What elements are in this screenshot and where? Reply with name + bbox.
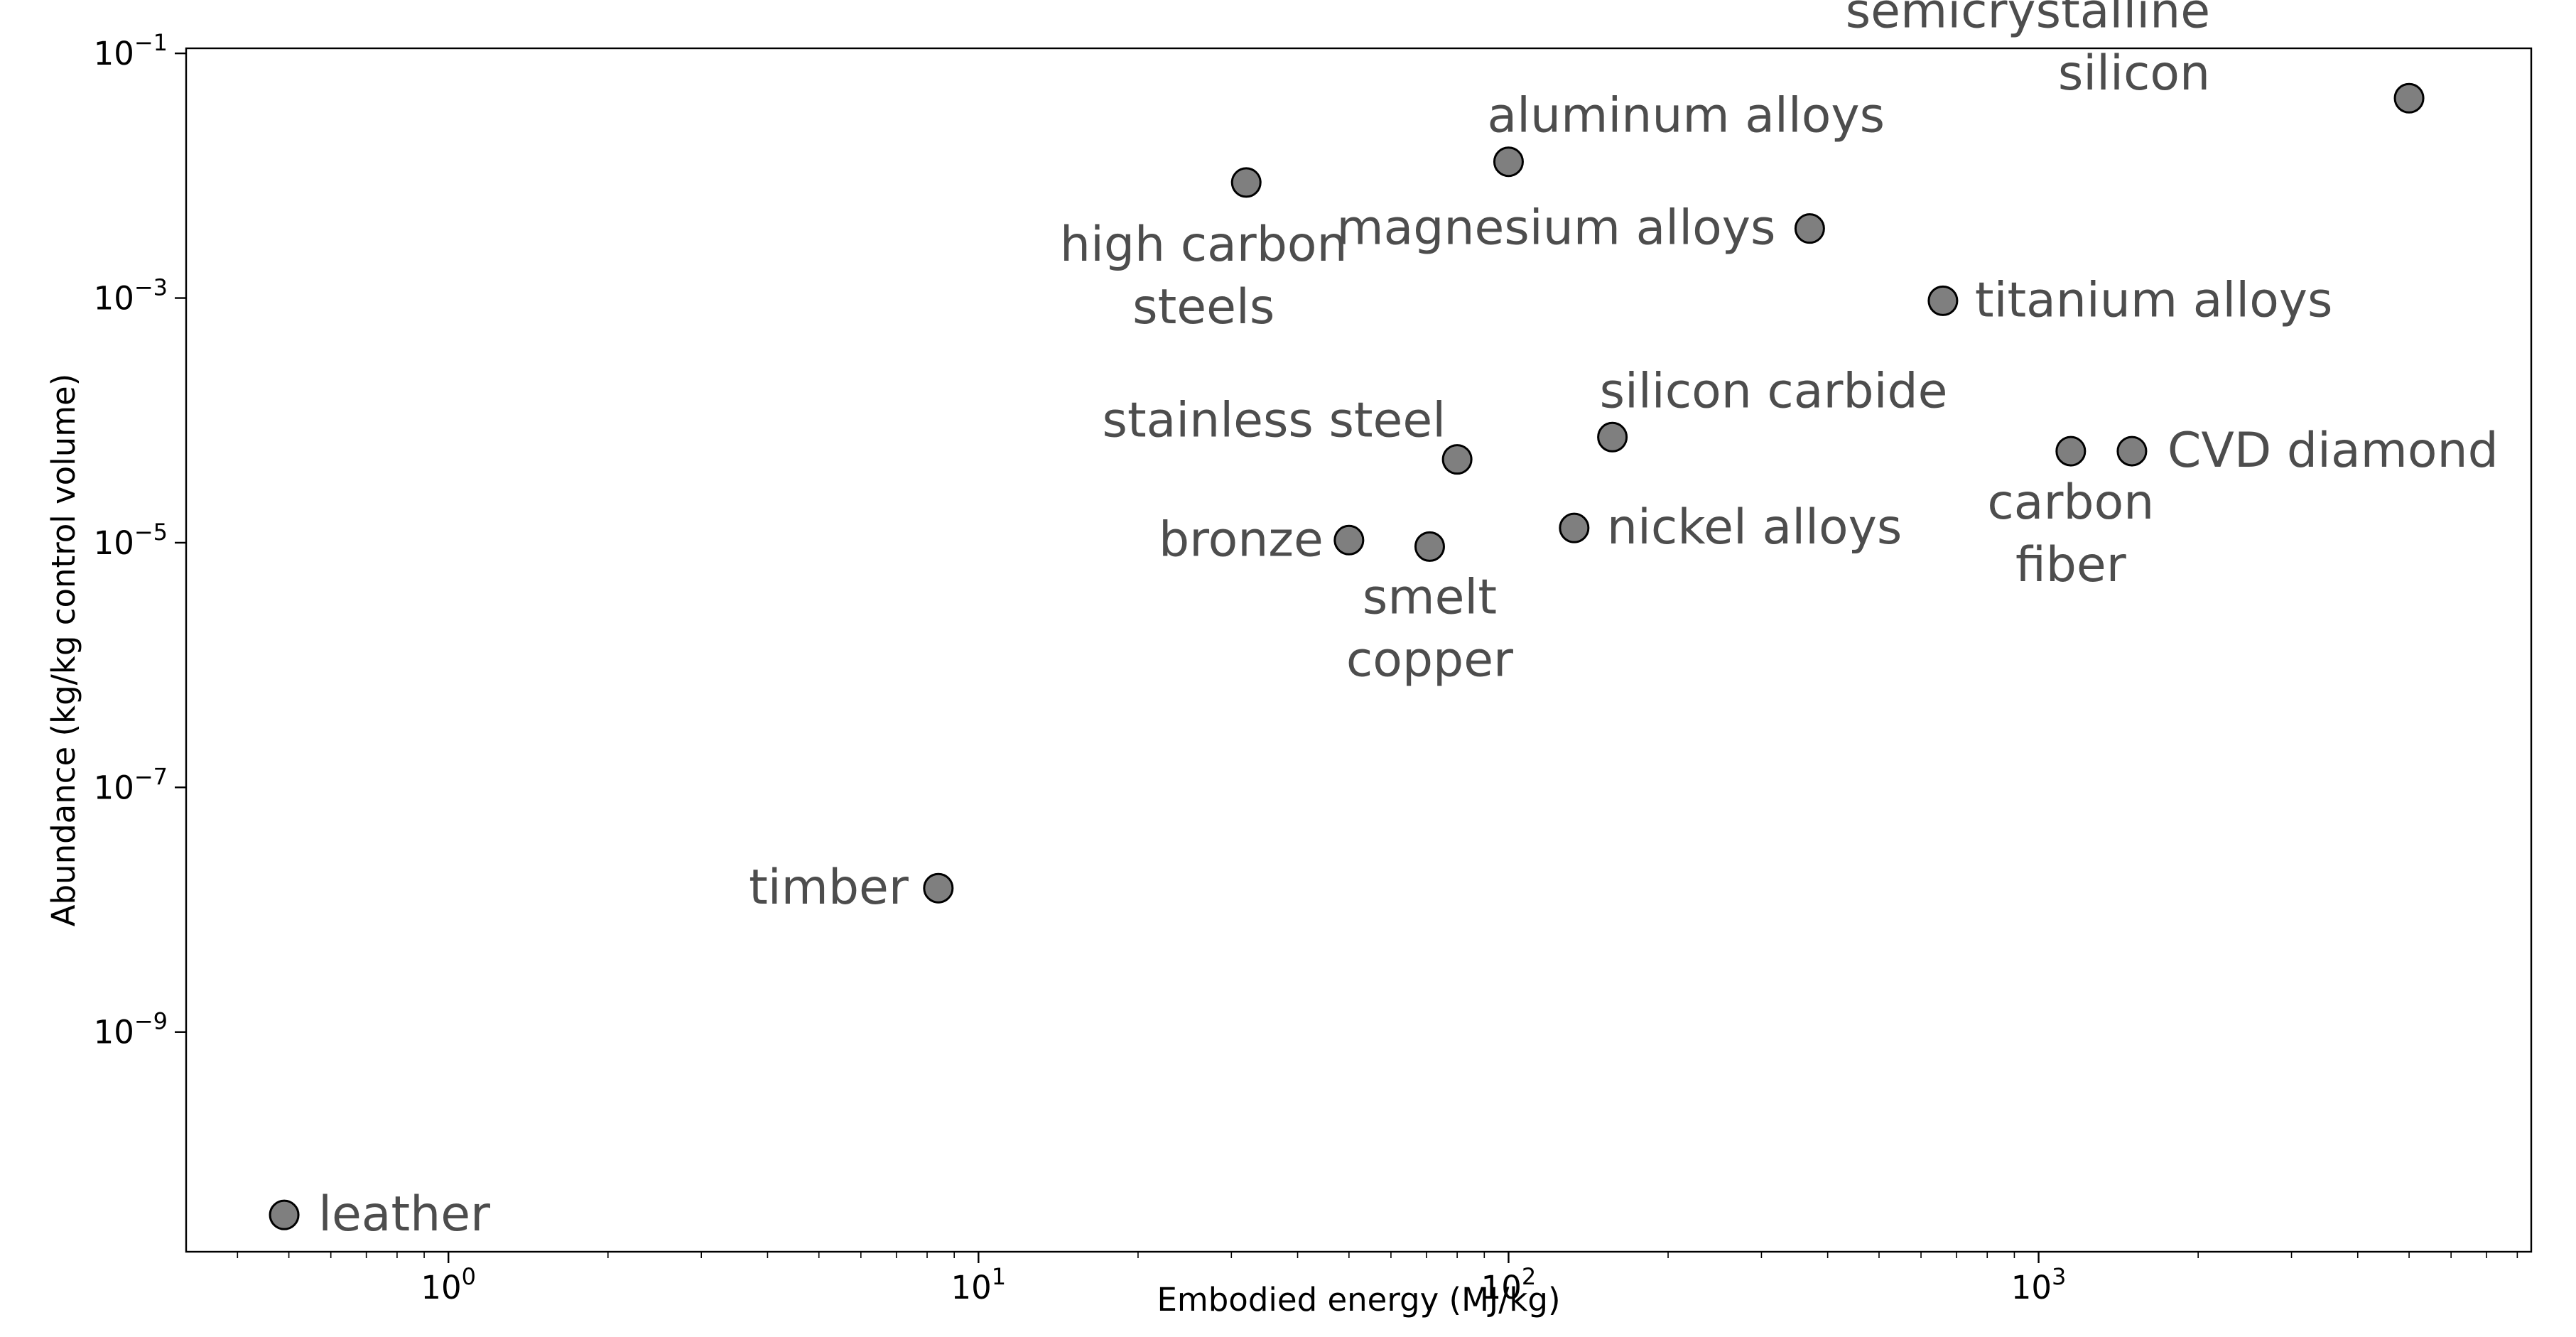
- scatter-point: [2393, 82, 2425, 114]
- point-label: semicrystalline silicon: [1846, 0, 2210, 102]
- point-label: nickel alloys: [1607, 499, 1902, 556]
- scatter-point: [269, 1199, 300, 1230]
- x-axis-label: Embodied energy (MJ/kg): [1157, 1281, 1560, 1319]
- point-label: magnesium alloys: [1336, 200, 1775, 256]
- scatter-point: [1597, 421, 1628, 453]
- point-label: timber: [749, 860, 909, 916]
- y-tick-label: 10−3: [94, 274, 168, 318]
- point-label: silicon carbide: [1600, 363, 1948, 419]
- x-tick-label: 101: [951, 1263, 1007, 1306]
- point-label: stainless steel: [1103, 393, 1446, 449]
- scatter-point: [1559, 512, 1590, 543]
- point-label: aluminum alloys: [1487, 88, 1885, 144]
- scatter-point: [1333, 524, 1365, 556]
- point-label: titanium alloys: [1975, 272, 2333, 328]
- scatter-point: [923, 872, 954, 904]
- scatter-point: [1414, 531, 1445, 562]
- point-label: leather: [318, 1186, 490, 1243]
- point-label: smelt copper: [1346, 569, 1513, 688]
- scatter-point: [1927, 285, 1959, 316]
- y-axis-label: Abundance (kg/kg control volume): [45, 374, 82, 927]
- y-tick-label: 10−5: [94, 519, 168, 562]
- scatter-point: [1493, 146, 1524, 178]
- y-tick-label: 10−1: [94, 29, 168, 72]
- point-label: high carbon steels: [1060, 217, 1348, 335]
- scatter-point: [1230, 167, 1262, 198]
- y-tick-label: 10−7: [94, 763, 168, 806]
- x-tick-label: 102: [1481, 1263, 1537, 1306]
- point-label: carbon fiber: [1987, 475, 2154, 593]
- scatter-point: [1794, 213, 1825, 244]
- x-tick-label: 103: [2011, 1263, 2067, 1306]
- x-tick-label: 100: [421, 1263, 476, 1306]
- scatter-point: [2116, 435, 2148, 467]
- scatter-point: [2055, 435, 2087, 467]
- scatter-point: [1441, 444, 1473, 475]
- point-label: CVD diamond: [2168, 423, 2499, 479]
- point-label: bronze: [1159, 511, 1324, 568]
- axes: 100 101 102 103 10−1 10−3 10−5 10−7 10−9: [94, 29, 2533, 1306]
- point-labels: leather timber high carbon steels aluminum a…: [318, 0, 2499, 1243]
- y-tick-label: 10−9: [94, 1008, 168, 1051]
- data-points: [269, 82, 2425, 1230]
- plot-frame: [185, 47, 2533, 1253]
